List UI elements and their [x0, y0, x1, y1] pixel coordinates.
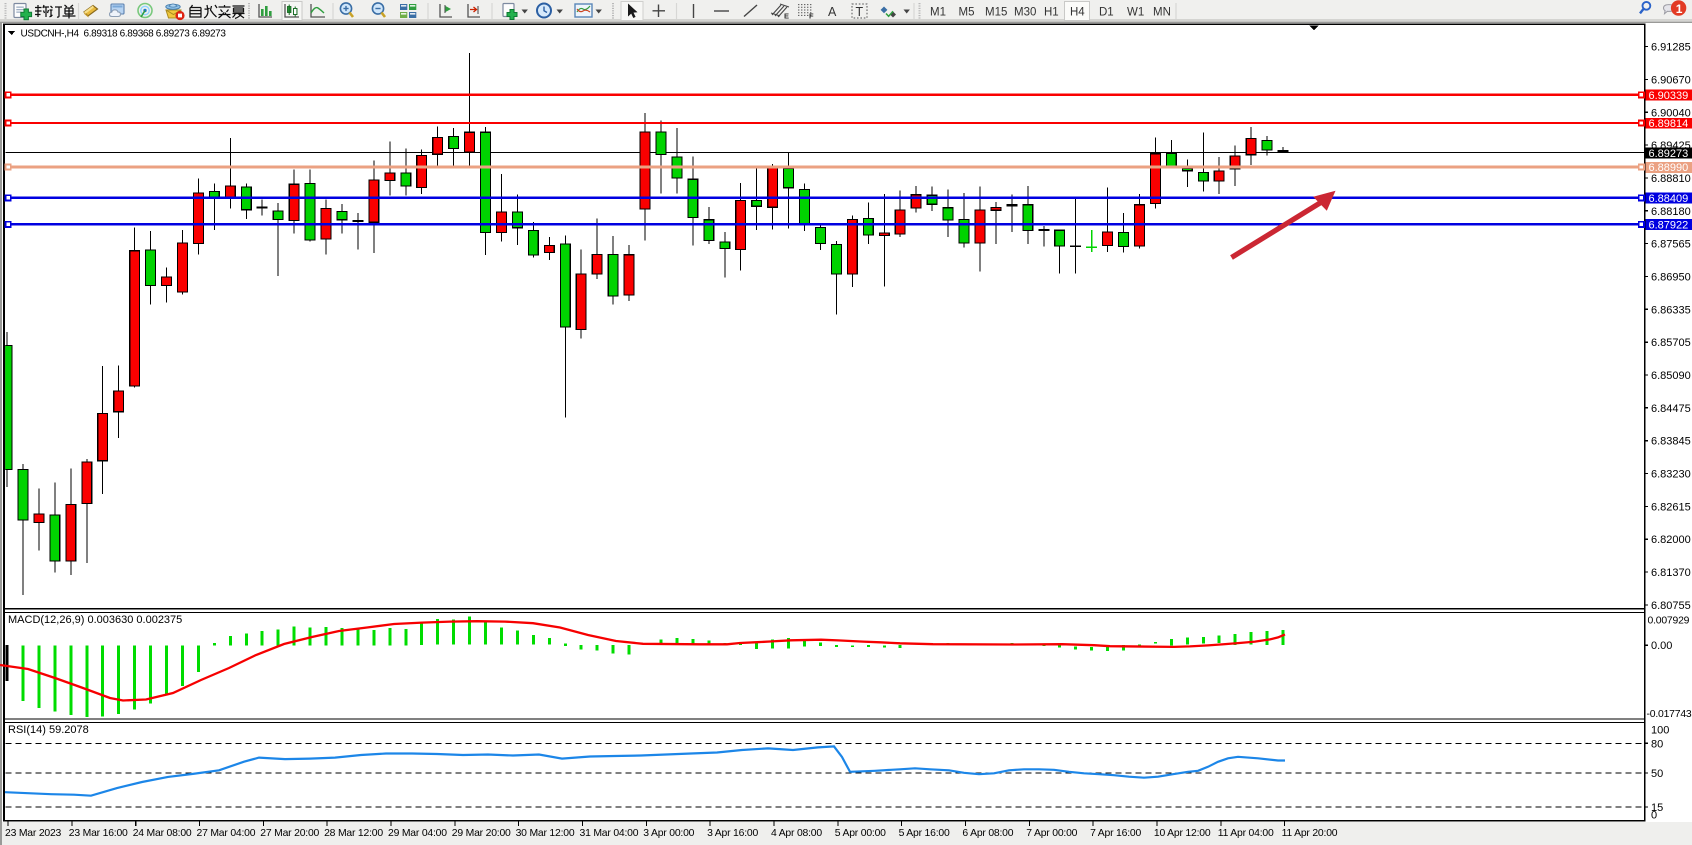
svg-text:29 Mar 20:00: 29 Mar 20:00: [452, 828, 511, 839]
svg-text:27 Mar 04:00: 27 Mar 04:00: [197, 828, 256, 839]
svg-text:-0.017743: -0.017743: [1647, 709, 1692, 720]
svg-text:6.90670: 6.90670: [1651, 74, 1691, 86]
svg-text:H1: H1: [1044, 7, 1059, 19]
svg-text:A: A: [828, 5, 837, 19]
svg-text:11 Apr 04:00: 11 Apr 04:00: [1218, 828, 1274, 839]
svg-text:M30: M30: [1014, 7, 1036, 19]
svg-text:6.87922: 6.87922: [1649, 219, 1689, 231]
svg-text:6.90339: 6.90339: [1649, 90, 1689, 102]
svg-text:M1: M1: [930, 7, 946, 19]
svg-text:F: F: [809, 12, 814, 21]
svg-text:T: T: [856, 5, 864, 19]
svg-text:31 Mar 04:00: 31 Mar 04:00: [580, 828, 639, 839]
svg-text:0.00: 0.00: [1651, 640, 1672, 652]
svg-text:6.88180: 6.88180: [1651, 206, 1691, 218]
svg-text:6.82000: 6.82000: [1651, 534, 1691, 546]
svg-text:7 Apr 16:00: 7 Apr 16:00: [1090, 828, 1141, 839]
svg-text:M15: M15: [985, 7, 1007, 19]
svg-text:11 Apr 20:00: 11 Apr 20:00: [1282, 828, 1338, 839]
svg-text:RSI(14) 59.2078: RSI(14) 59.2078: [8, 724, 89, 736]
svg-text:6.90040: 6.90040: [1651, 107, 1691, 119]
svg-text:28 Mar 12:00: 28 Mar 12:00: [324, 828, 383, 839]
svg-text:5 Apr 16:00: 5 Apr 16:00: [899, 828, 950, 839]
svg-text:M5: M5: [959, 7, 975, 19]
svg-text:6.89273: 6.89273: [1649, 148, 1689, 160]
svg-text:6.88409: 6.88409: [1649, 193, 1689, 205]
svg-text:6.83845: 6.83845: [1651, 436, 1691, 448]
svg-text:50: 50: [1651, 768, 1663, 780]
svg-text:6.80755: 6.80755: [1651, 600, 1691, 612]
svg-text:MACD(12,26,9) 0.003630 0.00237: MACD(12,26,9) 0.003630 0.002375: [8, 614, 182, 626]
svg-text:3 Apr 00:00: 3 Apr 00:00: [643, 828, 694, 839]
svg-text:23 Mar 2023: 23 Mar 2023: [5, 828, 62, 839]
svg-text:10 Apr 12:00: 10 Apr 12:00: [1154, 828, 1211, 839]
svg-text:6.83230: 6.83230: [1651, 469, 1691, 481]
svg-text:6.91285: 6.91285: [1651, 42, 1691, 54]
svg-text:1: 1: [1676, 2, 1683, 16]
svg-text:6.88810: 6.88810: [1651, 173, 1691, 185]
svg-text:29 Mar 04:00: 29 Mar 04:00: [388, 828, 447, 839]
svg-text:E: E: [784, 12, 789, 21]
svg-text:80: 80: [1651, 738, 1663, 750]
svg-text:6 Apr 08:00: 6 Apr 08:00: [962, 828, 1013, 839]
svg-text:24 Mar 08:00: 24 Mar 08:00: [133, 828, 192, 839]
svg-text:6.84475: 6.84475: [1651, 403, 1691, 415]
svg-text:W1: W1: [1127, 7, 1144, 19]
svg-text:6.82615: 6.82615: [1651, 501, 1691, 513]
svg-text:100: 100: [1651, 724, 1669, 736]
svg-text:0.007929: 0.007929: [1648, 615, 1690, 626]
svg-text:0: 0: [1651, 810, 1657, 822]
svg-text:USDCNH-,H4 6.89318 6.89368 6.: USDCNH-,H4 6.89318 6.89368 6.89273 6.892…: [21, 29, 227, 40]
svg-text:7 Apr 00:00: 7 Apr 00:00: [1026, 828, 1077, 839]
svg-text:27 Mar 20:00: 27 Mar 20:00: [260, 828, 319, 839]
svg-text:23 Mar 16:00: 23 Mar 16:00: [69, 828, 128, 839]
svg-text:6.88990: 6.88990: [1649, 162, 1689, 174]
svg-text:3 Apr 16:00: 3 Apr 16:00: [707, 828, 758, 839]
svg-text:H4: H4: [1070, 7, 1085, 19]
svg-text:4 Apr 08:00: 4 Apr 08:00: [771, 828, 822, 839]
svg-text:30 Mar 12:00: 30 Mar 12:00: [516, 828, 575, 839]
svg-text:6.81370: 6.81370: [1651, 567, 1691, 579]
svg-text:5 Apr 00:00: 5 Apr 00:00: [835, 828, 886, 839]
svg-text:15: 15: [1651, 802, 1663, 814]
svg-text:6.85705: 6.85705: [1651, 337, 1691, 349]
svg-text:6.87565: 6.87565: [1651, 239, 1691, 251]
svg-text:6.89814: 6.89814: [1649, 118, 1689, 130]
svg-text:6.86950: 6.86950: [1651, 272, 1691, 284]
svg-text:6.86335: 6.86335: [1651, 304, 1691, 316]
svg-text:MN: MN: [1153, 7, 1171, 19]
svg-text:D1: D1: [1099, 7, 1114, 19]
svg-text:6.85090: 6.85090: [1651, 370, 1691, 382]
